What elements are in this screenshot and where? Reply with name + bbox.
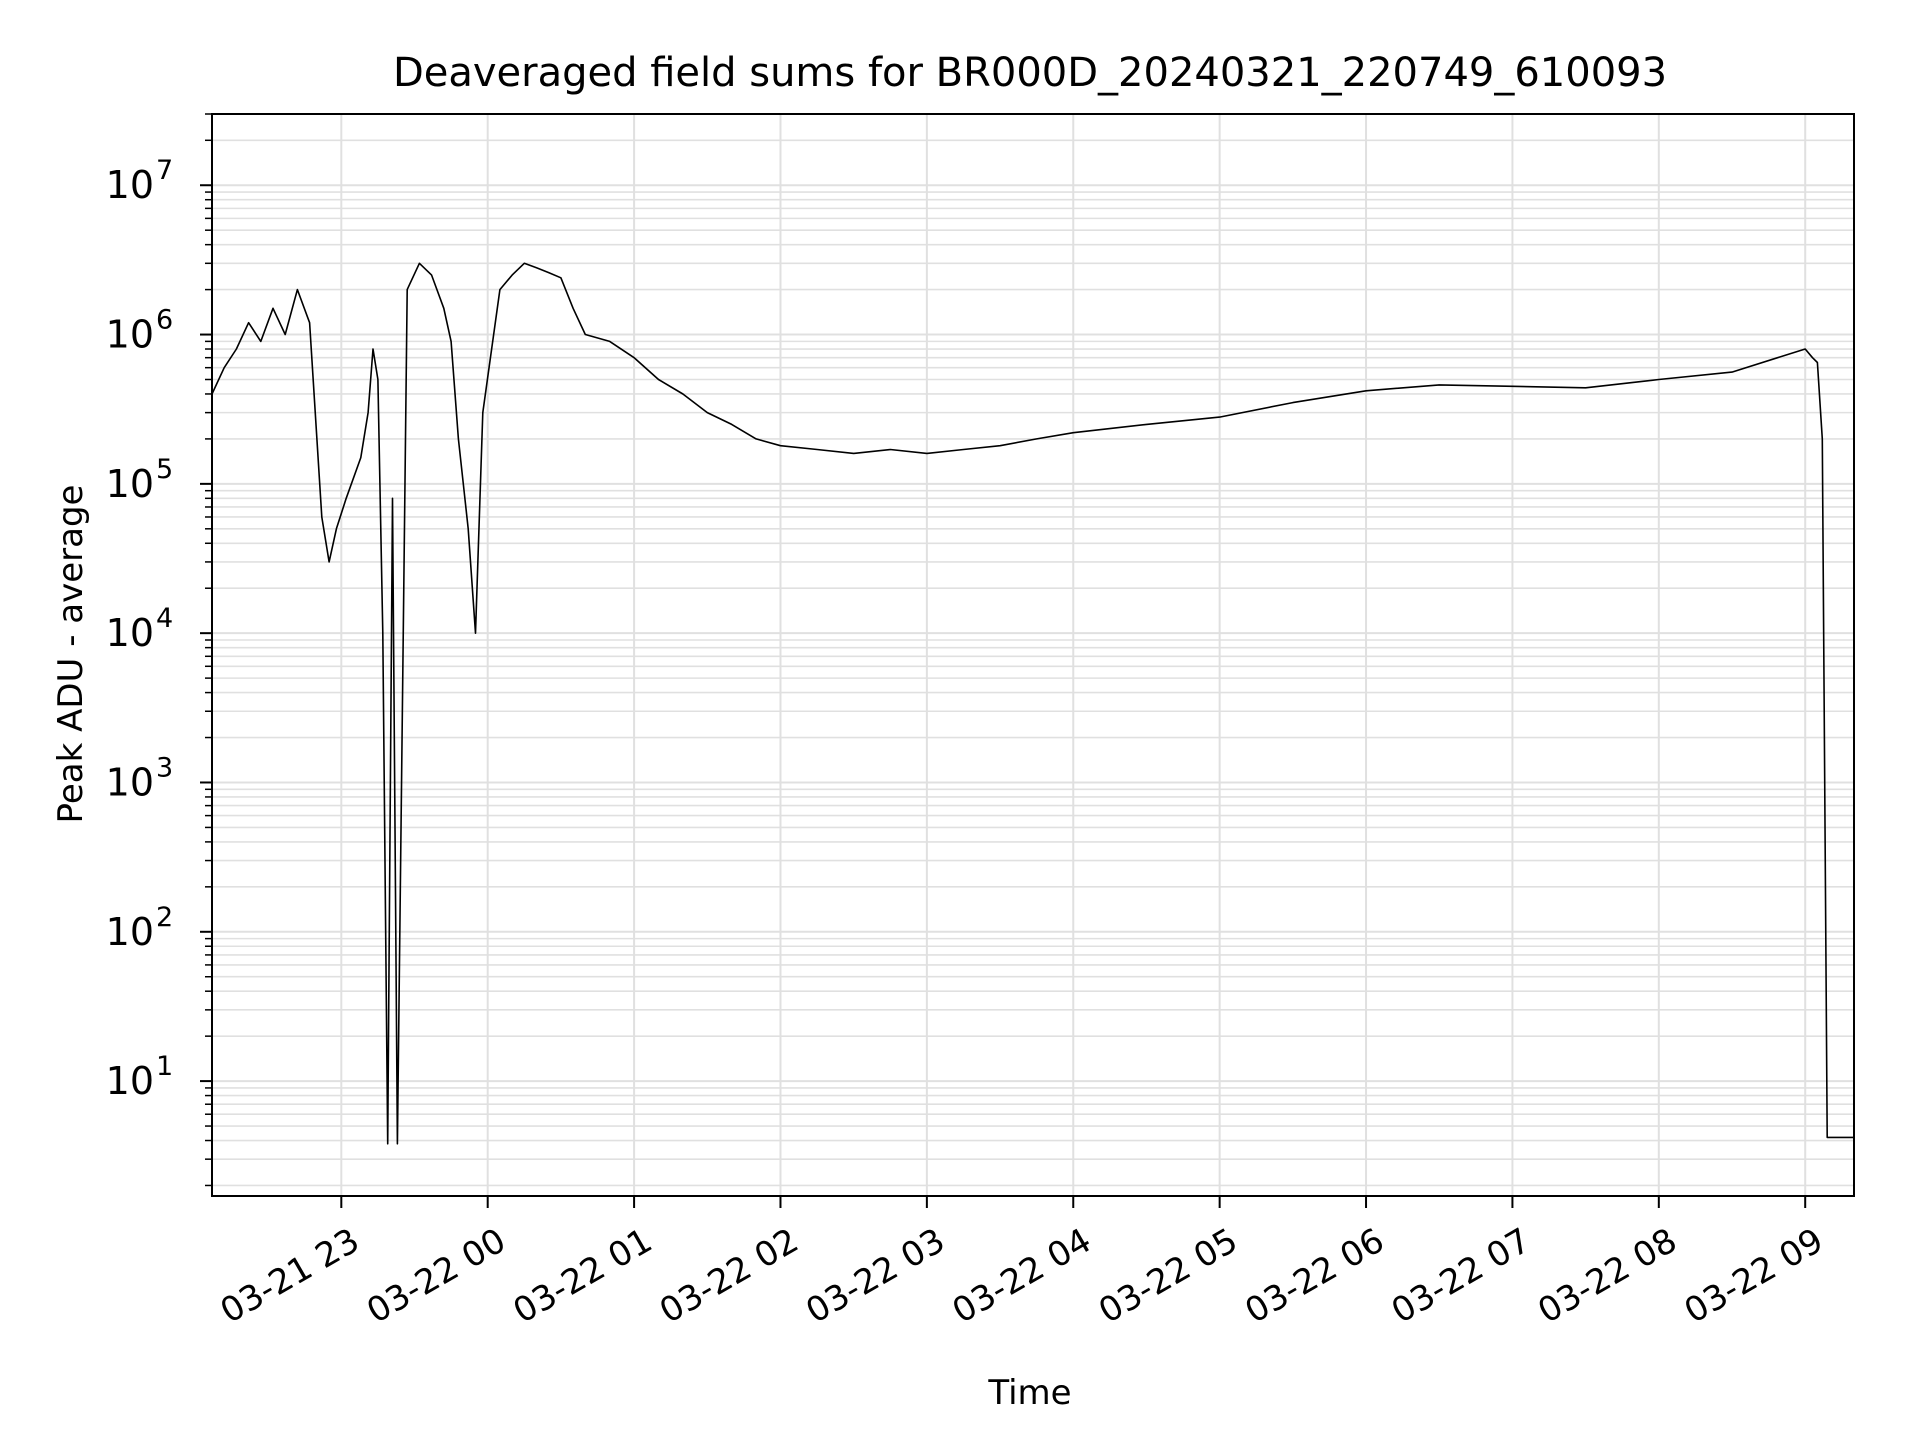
y-tick-label: 10	[106, 462, 154, 506]
y-tick-base: 10	[106, 910, 154, 954]
y-tick-label: 10	[106, 313, 154, 357]
series-layer	[211, 262, 1854, 1145]
plot-frame	[211, 113, 1855, 1197]
y-tick-base: 10	[106, 1059, 154, 1103]
series-line-0	[211, 262, 1854, 1145]
y-tick-label: 10	[106, 760, 154, 804]
y-tick-label: 10	[106, 163, 154, 207]
y-tick-label: 10	[106, 910, 154, 954]
y-tick-base: 10	[106, 462, 154, 506]
y-tick-base: 10	[106, 163, 154, 207]
y-tick-exponent: 5	[156, 454, 173, 485]
y-tick-base: 10	[106, 611, 154, 655]
y-tick-exponent: 2	[156, 902, 173, 933]
y-tick-exponent: 3	[156, 752, 173, 783]
y-tick-base: 10	[106, 760, 154, 804]
x-axis-label: Time	[987, 1373, 1071, 1413]
y-tick-exponent: 4	[156, 603, 173, 634]
y-tick-exponent: 7	[156, 155, 173, 186]
y-tick-label: 10	[106, 1059, 154, 1103]
y-tick-base: 10	[106, 313, 154, 357]
y-axis-label: Peak ADU - average	[51, 485, 91, 824]
y-tick-exponent: 6	[156, 305, 173, 336]
chart-title: Deaveraged field sums for BR000D_2024032…	[393, 50, 1667, 96]
grid-lines	[212, 113, 1854, 1196]
y-tick-exponent: 1	[156, 1051, 173, 1082]
y-tick-label: 10	[106, 611, 154, 655]
